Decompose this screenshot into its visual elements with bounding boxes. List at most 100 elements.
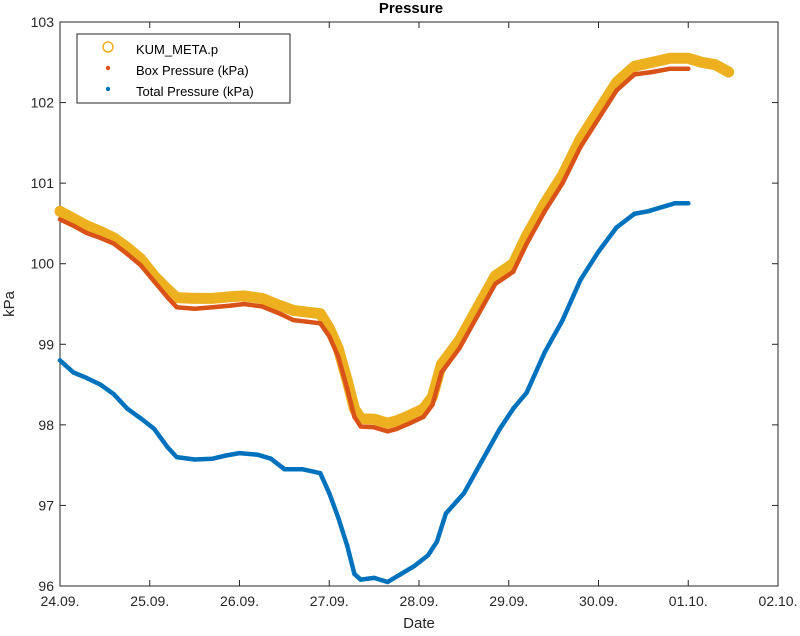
series-trace <box>57 201 691 585</box>
data-point <box>560 180 565 186</box>
data-point <box>98 382 103 387</box>
data-point <box>645 209 651 214</box>
data-point <box>358 577 363 582</box>
chart-title: Pressure <box>379 0 443 17</box>
data-point <box>345 386 350 391</box>
data-point <box>475 313 480 319</box>
data-point <box>412 563 417 569</box>
data-point <box>336 354 341 359</box>
data-point <box>301 306 312 318</box>
data-point <box>614 225 619 230</box>
data-point <box>111 392 117 397</box>
data-point <box>497 426 502 432</box>
series-trace <box>54 52 735 429</box>
data-point <box>138 416 143 421</box>
data-point <box>710 59 721 70</box>
plot-area <box>59 21 779 587</box>
axis-layer: 24.09. 25.09. 26.09. 27.09. 28.09. 29.09. 30.0… <box>31 14 798 609</box>
data-point <box>268 456 274 461</box>
data-point <box>352 414 357 419</box>
x-tick-label: 27.09. <box>310 593 349 609</box>
data-point <box>84 230 90 236</box>
data-point <box>629 61 640 72</box>
data-point <box>174 454 179 460</box>
legend-marker <box>105 65 111 71</box>
data-point <box>632 211 637 216</box>
data-point <box>650 69 655 75</box>
data-point <box>404 410 416 421</box>
data-point <box>358 424 363 429</box>
y-axis-label: kPa <box>1 290 18 317</box>
y-tick-label: 103 <box>31 14 55 30</box>
data-point <box>683 53 694 64</box>
data-point <box>493 281 498 287</box>
data-point <box>259 304 265 309</box>
data-point <box>398 571 404 577</box>
data-point <box>578 144 583 150</box>
legend-marker <box>102 41 114 53</box>
data-point <box>57 217 63 222</box>
data-point <box>647 57 658 68</box>
data-point <box>723 66 734 78</box>
x-tick-label: 30.09. <box>579 593 618 609</box>
x-axis-label: Date <box>403 615 435 632</box>
data-point <box>596 116 601 121</box>
data-point <box>686 201 691 206</box>
legend: KUM_META.p Box Pressure (kPa) Total Pres… <box>76 33 291 104</box>
data-point <box>174 305 179 310</box>
x-tick-label: 02.10. <box>759 593 798 609</box>
data-point <box>237 450 242 456</box>
data-point <box>385 579 390 585</box>
x-tick-label: 28.09. <box>400 593 439 609</box>
data-point <box>54 206 66 217</box>
legend-markers <box>102 41 114 92</box>
y-tick-label: 100 <box>31 256 55 272</box>
data-point <box>345 543 350 548</box>
data-point <box>84 375 90 381</box>
legend-label-total-pressure: Total Pressure (kPa) <box>136 84 254 99</box>
data-point <box>686 66 691 71</box>
data-point <box>192 457 197 462</box>
series-1 <box>57 66 691 434</box>
x-tick-label: 29.09. <box>489 593 528 609</box>
data-point <box>425 553 431 558</box>
data-point <box>225 291 236 302</box>
data-point <box>391 415 402 426</box>
data-point <box>385 429 390 434</box>
data-point <box>241 301 247 307</box>
data-point <box>696 57 707 68</box>
data-point <box>443 511 449 516</box>
series-layer <box>54 52 735 585</box>
data-point <box>632 72 637 77</box>
data-point <box>98 235 103 241</box>
data-point <box>171 292 182 303</box>
series-2 <box>57 201 691 585</box>
data-point <box>578 277 583 283</box>
data-point <box>490 270 501 281</box>
data-point <box>614 88 619 93</box>
data-point <box>665 53 676 64</box>
legend-marker <box>105 86 111 92</box>
data-point <box>138 263 143 268</box>
data-point <box>434 539 440 544</box>
data-point <box>327 334 332 339</box>
data-point <box>542 350 547 355</box>
data-point <box>421 414 426 419</box>
data-point <box>318 471 323 476</box>
data-point <box>288 305 299 316</box>
data-point <box>368 414 380 425</box>
data-point <box>282 466 287 472</box>
data-point <box>192 306 197 312</box>
data-point <box>659 205 664 210</box>
data-point <box>255 452 260 457</box>
data-point <box>461 491 467 496</box>
data-point <box>256 293 268 304</box>
data-point <box>318 321 323 326</box>
data-point <box>371 425 377 430</box>
x-tick-label: 25.09. <box>130 593 169 609</box>
data-point <box>542 209 547 214</box>
data-point <box>111 241 117 246</box>
data-point <box>71 223 76 229</box>
data-point <box>152 279 157 284</box>
data-point <box>596 249 601 254</box>
